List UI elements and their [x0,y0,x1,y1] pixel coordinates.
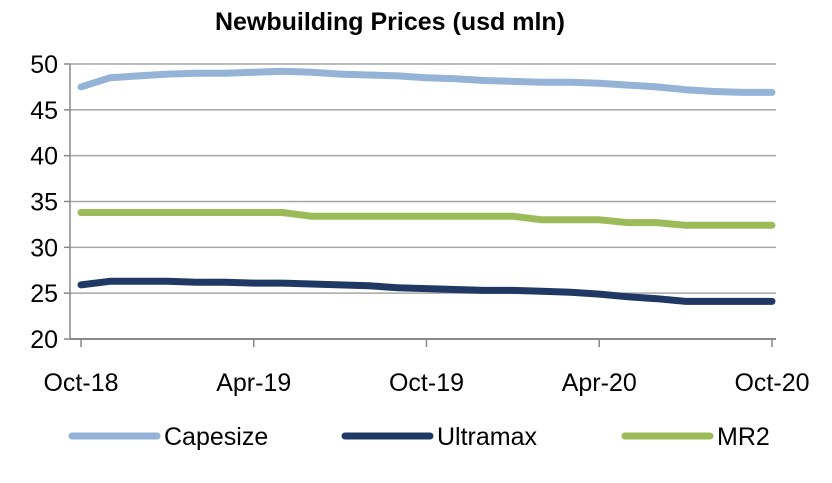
y-tick-label: 45 [30,97,58,125]
y-tick-label: 20 [30,326,58,354]
legend-label-mr2: MR2 [717,423,770,451]
legend-label-ultramax: Ultramax [437,423,538,451]
x-tick-label: Oct-18 [43,369,118,397]
y-tick-label: 30 [30,234,58,262]
series-line-capesize [77,67,776,96]
x-tick-label: Apr-20 [562,369,637,397]
series-line-mr2 [77,209,776,229]
x-tick-label: Oct-19 [389,369,464,397]
series-line-ultramax [77,277,776,305]
legend-label-capesize: Capesize [164,423,268,451]
x-tick-label: Apr-19 [216,369,291,397]
chart-title: Newbuilding Prices (usd mln) [214,8,566,36]
x-tick-label: Oct-20 [734,369,809,397]
y-tick-label: 40 [30,143,58,171]
y-tick-label: 25 [30,280,58,308]
y-tick-label: 35 [30,189,58,217]
y-tick-label: 50 [30,51,58,79]
